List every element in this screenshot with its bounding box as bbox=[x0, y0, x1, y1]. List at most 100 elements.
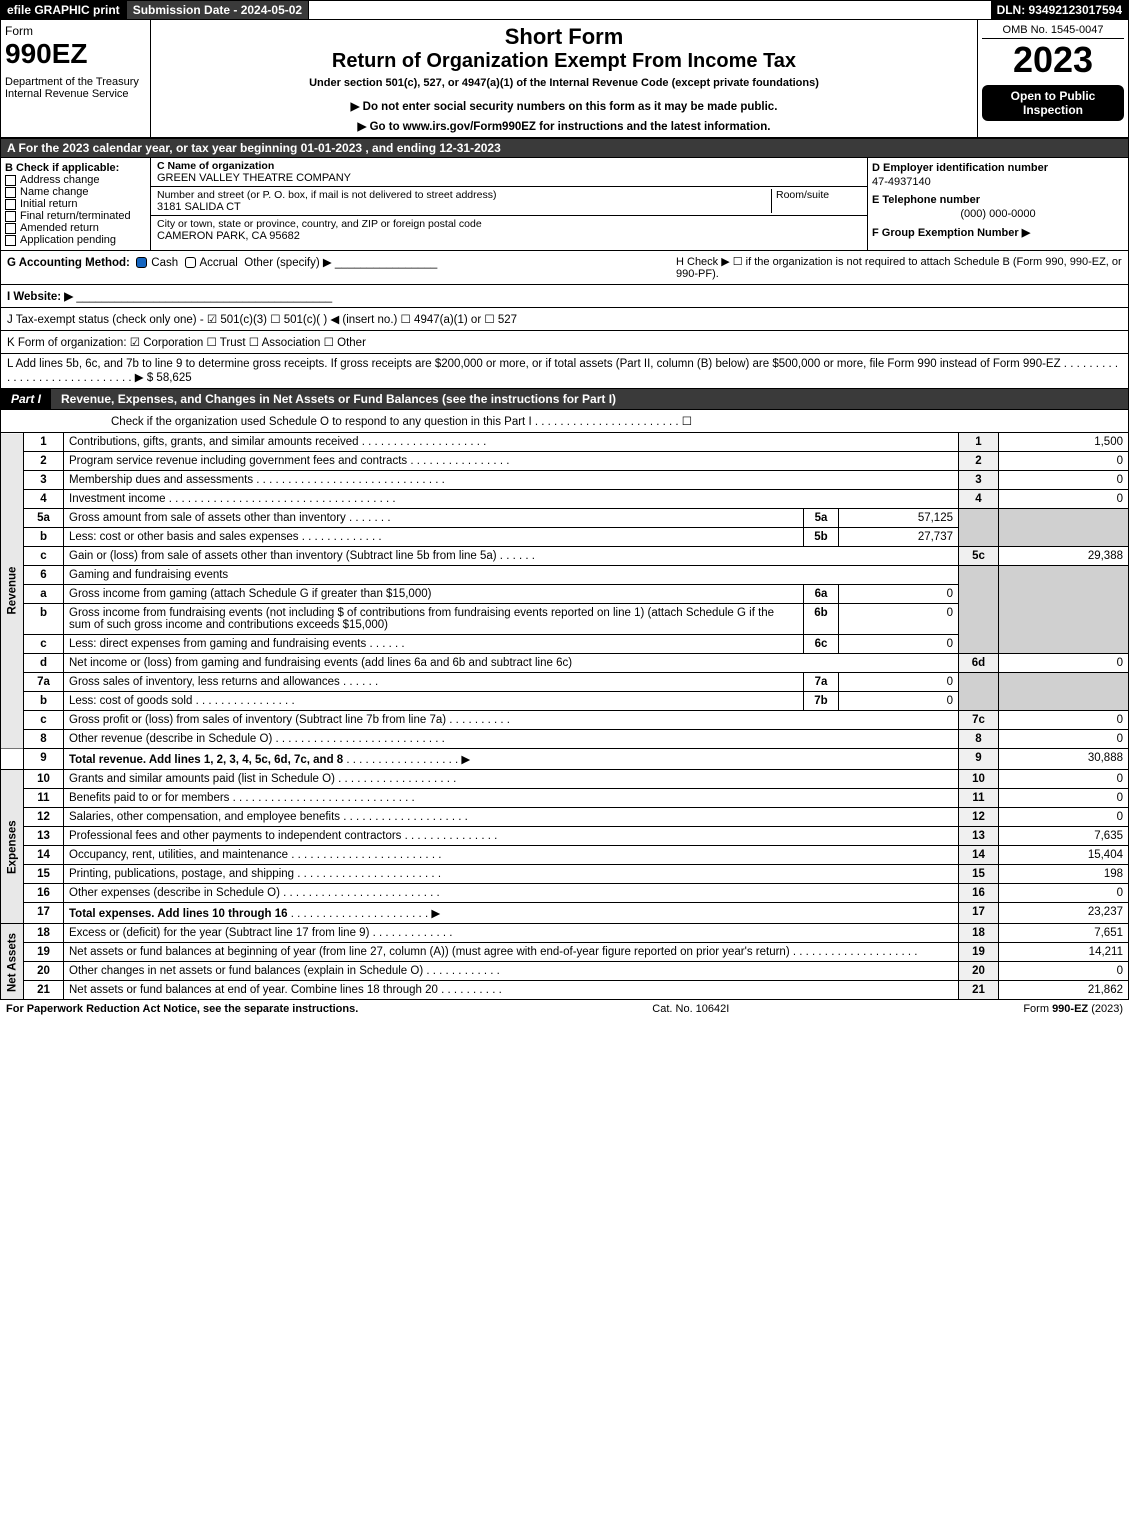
line-6b-sublbl: 6b bbox=[804, 604, 839, 635]
line-8-txt: Other revenue (describe in Schedule O) .… bbox=[64, 730, 959, 749]
chk-address[interactable]: Address change bbox=[5, 174, 146, 186]
line-7b-sub: 0 bbox=[839, 692, 959, 711]
line-5a-sub: 57,125 bbox=[839, 509, 959, 528]
city-value: CAMERON PARK, CA 95682 bbox=[157, 230, 861, 242]
line-9-num: 9 bbox=[24, 749, 64, 770]
part1-label: Part I bbox=[1, 389, 51, 409]
line-10-num: 10 bbox=[24, 770, 64, 789]
line-1-num: 1 bbox=[24, 433, 64, 452]
line-16-lnum: 16 bbox=[959, 884, 999, 903]
line-20-txt: Other changes in net assets or fund bala… bbox=[64, 962, 959, 981]
line-9-lnum: 9 bbox=[959, 749, 999, 770]
line-6b-txt: Gross income from fundraising events (no… bbox=[64, 604, 804, 635]
line-8-amt: 0 bbox=[999, 730, 1129, 749]
chk-amended[interactable]: Amended return bbox=[5, 222, 146, 234]
line-1-amt: 1,500 bbox=[999, 433, 1129, 452]
shade-7b bbox=[999, 673, 1129, 711]
chk-final[interactable]: Final return/terminated bbox=[5, 210, 146, 222]
line-4-num: 4 bbox=[24, 490, 64, 509]
room-suite-label: Room/suite bbox=[771, 189, 861, 213]
line-21-amt: 21,862 bbox=[999, 981, 1129, 1000]
line-8-num: 8 bbox=[24, 730, 64, 749]
bcd-row: B Check if applicable: Address change Na… bbox=[0, 158, 1129, 251]
line-11-lnum: 11 bbox=[959, 789, 999, 808]
line-4-txt: Investment income . . . . . . . . . . . … bbox=[64, 490, 959, 509]
col-c: C Name of organization GREEN VALLEY THEA… bbox=[151, 158, 868, 250]
part1-title: Revenue, Expenses, and Changes in Net As… bbox=[51, 389, 1128, 409]
line-10-txt: Grants and similar amounts paid (list in… bbox=[64, 770, 959, 789]
i-website: I Website: ▶ ___________________________… bbox=[0, 285, 1129, 308]
line-7a-sub: 0 bbox=[839, 673, 959, 692]
line-5a-num: 5a bbox=[24, 509, 64, 528]
header-bar: efile GRAPHIC print Submission Date - 20… bbox=[0, 0, 1129, 20]
ein-value: 47-4937140 bbox=[872, 176, 1124, 188]
revenue-label: Revenue bbox=[1, 433, 24, 749]
line-2-txt: Program service revenue including govern… bbox=[64, 452, 959, 471]
section-a-header: A For the 2023 calendar year, or tax yea… bbox=[0, 138, 1129, 158]
submission-date: Submission Date - 2024-05-02 bbox=[126, 1, 309, 19]
chk-pending[interactable]: Application pending bbox=[5, 234, 146, 246]
footer-mid: Cat. No. 10642I bbox=[652, 1003, 729, 1015]
form-id-col: Form 990EZ Department of the Treasury In… bbox=[1, 20, 151, 137]
line-17-amt: 23,237 bbox=[999, 903, 1129, 924]
line-5c-amt: 29,388 bbox=[999, 547, 1129, 566]
line-5c-lnum: 5c bbox=[959, 547, 999, 566]
line-5b-sublbl: 5b bbox=[804, 528, 839, 547]
line-13-amt: 7,635 bbox=[999, 827, 1129, 846]
line-16-txt: Other expenses (describe in Schedule O) … bbox=[64, 884, 959, 903]
efile-print-button[interactable]: efile GRAPHIC print bbox=[1, 1, 126, 19]
line-20-num: 20 bbox=[24, 962, 64, 981]
form-label: Form bbox=[5, 24, 146, 38]
line-6c-sub: 0 bbox=[839, 635, 959, 654]
chk-amended-lbl: Amended return bbox=[20, 222, 99, 234]
line-19-num: 19 bbox=[24, 943, 64, 962]
line-5c-txt: Gain or (loss) from sale of assets other… bbox=[64, 547, 959, 566]
form-number: 990EZ bbox=[5, 38, 146, 70]
line-13-num: 13 bbox=[24, 827, 64, 846]
i-label: I Website: ▶ bbox=[7, 291, 73, 303]
line-4-amt: 0 bbox=[999, 490, 1129, 509]
line-11-num: 11 bbox=[24, 789, 64, 808]
street-row: Number and street (or P. O. box, if mail… bbox=[151, 187, 867, 216]
chk-name-lbl: Name change bbox=[20, 186, 89, 198]
line-11-amt: 0 bbox=[999, 789, 1129, 808]
org-name: GREEN VALLEY THEATRE COMPANY bbox=[157, 172, 861, 184]
line-6d-amt: 0 bbox=[999, 654, 1129, 673]
line-19-lnum: 19 bbox=[959, 943, 999, 962]
line-11-txt: Benefits paid to or for members . . . . … bbox=[64, 789, 959, 808]
chk-accrual[interactable] bbox=[185, 257, 196, 268]
goto-link[interactable]: ▶ Go to www.irs.gov/Form990EZ for instru… bbox=[155, 119, 973, 133]
line-6a-num: a bbox=[24, 585, 64, 604]
line-15-num: 15 bbox=[24, 865, 64, 884]
line-12-txt: Salaries, other compensation, and employ… bbox=[64, 808, 959, 827]
chk-cash[interactable] bbox=[136, 257, 147, 268]
line-5b-sub: 27,737 bbox=[839, 528, 959, 547]
title-right: OMB No. 1545-0047 2023 Open to Public In… bbox=[978, 20, 1128, 137]
city-row: City or town, state or province, country… bbox=[151, 216, 867, 244]
tel-value: (000) 000-0000 bbox=[872, 208, 1124, 220]
irs-label: Internal Revenue Service bbox=[5, 88, 146, 100]
line-6c-txt: Less: direct expenses from gaming and fu… bbox=[64, 635, 804, 654]
street-value: 3181 SALIDA CT bbox=[157, 201, 771, 213]
chk-initial[interactable]: Initial return bbox=[5, 198, 146, 210]
line-15-amt: 198 bbox=[999, 865, 1129, 884]
line-21-lnum: 21 bbox=[959, 981, 999, 1000]
line-14-txt: Occupancy, rent, utilities, and maintena… bbox=[64, 846, 959, 865]
chk-name[interactable]: Name change bbox=[5, 186, 146, 198]
tax-year: 2023 bbox=[982, 39, 1124, 81]
b-label: B Check if applicable: bbox=[5, 162, 146, 174]
expenses-label: Expenses bbox=[1, 770, 24, 924]
dln: DLN: 93492123017594 bbox=[991, 1, 1128, 19]
line-7c-amt: 0 bbox=[999, 711, 1129, 730]
omb-number: OMB No. 1545-0047 bbox=[982, 24, 1124, 39]
line-6b-sub: 0 bbox=[839, 604, 959, 635]
line-6c-sublbl: 6c bbox=[804, 635, 839, 654]
line-5b-txt: Less: cost or other basis and sales expe… bbox=[64, 528, 804, 547]
line-6a-sublbl: 6a bbox=[804, 585, 839, 604]
cash-lbl: Cash bbox=[151, 257, 178, 269]
shade-5 bbox=[959, 509, 999, 547]
line-20-lnum: 20 bbox=[959, 962, 999, 981]
line-14-amt: 15,404 bbox=[999, 846, 1129, 865]
g-label: G Accounting Method: bbox=[7, 257, 130, 269]
line-7b-sublbl: 7b bbox=[804, 692, 839, 711]
